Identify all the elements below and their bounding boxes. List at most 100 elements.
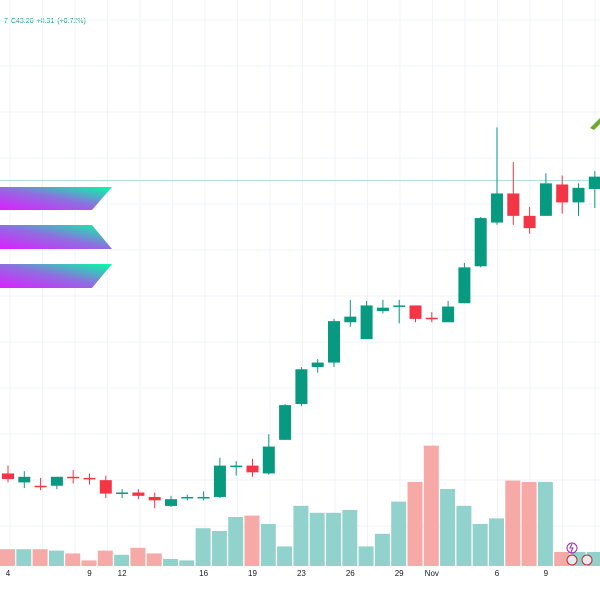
candle bbox=[148, 492, 161, 509]
volume-bar bbox=[228, 517, 244, 566]
candle-body bbox=[474, 218, 487, 267]
volume-bar bbox=[163, 559, 178, 566]
candle-body bbox=[539, 183, 552, 216]
candle-body bbox=[262, 446, 275, 474]
volume-bar bbox=[309, 512, 325, 566]
volume-bar bbox=[97, 550, 113, 566]
candle bbox=[344, 299, 357, 327]
candle bbox=[588, 171, 600, 208]
candle bbox=[360, 300, 373, 340]
us-flag-event-icon-2[interactable] bbox=[581, 554, 593, 566]
candle-body bbox=[99, 480, 112, 494]
change-percent: (+0.72%) bbox=[57, 18, 86, 25]
x-tick-label: 19 bbox=[248, 569, 257, 578]
candle bbox=[474, 216, 487, 268]
volume-bar bbox=[48, 550, 64, 566]
candle bbox=[2, 465, 14, 483]
x-tick-label: 29 bbox=[395, 569, 404, 578]
x-tick-label: 16 bbox=[199, 569, 208, 578]
ohlc-header: 7 C43.26 +0.31 (+0.72%) bbox=[4, 18, 89, 25]
volume-bar bbox=[456, 505, 472, 566]
candle-body bbox=[165, 499, 177, 506]
volume-bar bbox=[277, 546, 293, 566]
candle bbox=[523, 206, 536, 234]
candle-body bbox=[197, 496, 210, 499]
volume-bar bbox=[554, 552, 570, 566]
volume-bar bbox=[374, 533, 390, 566]
volume-bar bbox=[146, 553, 162, 566]
candle-body bbox=[523, 215, 536, 229]
volume-bar bbox=[130, 547, 146, 566]
candle bbox=[572, 183, 585, 216]
us-flag-event-icon[interactable] bbox=[566, 554, 578, 566]
candle bbox=[507, 162, 520, 225]
candle bbox=[34, 477, 47, 491]
volume-bars bbox=[0, 445, 600, 566]
candle-body bbox=[34, 485, 47, 488]
candle bbox=[67, 470, 80, 484]
candle-body bbox=[588, 176, 600, 189]
candle-body bbox=[507, 193, 520, 216]
candle bbox=[556, 175, 569, 214]
candle-body bbox=[181, 496, 194, 499]
projection-arrow-icon bbox=[590, 118, 600, 130]
candle-body bbox=[442, 306, 455, 323]
candle-body bbox=[67, 476, 80, 479]
candle bbox=[230, 461, 243, 476]
volume-bar bbox=[521, 482, 537, 566]
candle-body bbox=[116, 492, 129, 494]
volume-bar bbox=[423, 445, 439, 566]
candles bbox=[2, 127, 600, 509]
candle bbox=[442, 300, 455, 323]
candle-body bbox=[279, 405, 292, 440]
lightning-event-icon[interactable] bbox=[566, 542, 578, 554]
grid bbox=[0, 0, 600, 566]
candle bbox=[132, 489, 145, 500]
x-tick-label: Nov bbox=[425, 569, 439, 578]
candle bbox=[539, 173, 552, 216]
volume-bar bbox=[32, 549, 48, 566]
x-tick-label: 12 bbox=[118, 569, 127, 578]
candle bbox=[213, 457, 226, 499]
candle-body bbox=[213, 465, 226, 497]
candle-body bbox=[572, 187, 585, 203]
candle bbox=[409, 305, 422, 323]
candle bbox=[181, 494, 194, 501]
candle bbox=[99, 475, 112, 499]
volume-bar bbox=[211, 531, 227, 566]
candle-body bbox=[230, 465, 243, 468]
volume-bar bbox=[195, 528, 211, 566]
candle bbox=[18, 471, 31, 488]
close-value: 43.26 bbox=[15, 18, 34, 25]
volume-bar bbox=[260, 524, 276, 566]
candle bbox=[50, 476, 63, 490]
volume-bar bbox=[179, 560, 195, 566]
volume-bar bbox=[358, 546, 374, 566]
candle bbox=[311, 359, 324, 373]
volume-bar bbox=[0, 549, 15, 566]
candle-body bbox=[393, 305, 406, 307]
volume-bar bbox=[440, 489, 456, 566]
volume-bar bbox=[81, 560, 97, 566]
x-tick-label: 23 bbox=[297, 569, 306, 578]
candle-body bbox=[246, 465, 259, 473]
candle-body bbox=[132, 492, 145, 496]
candle bbox=[295, 367, 308, 407]
volume-bar bbox=[391, 501, 407, 566]
volume-bar bbox=[472, 524, 488, 566]
candle bbox=[197, 491, 210, 501]
volume-bar bbox=[114, 554, 130, 566]
candle-body bbox=[328, 321, 340, 363]
candle-body bbox=[2, 473, 14, 480]
candle-body bbox=[556, 184, 569, 203]
candle bbox=[376, 299, 389, 314]
x-tick-label: 9 bbox=[544, 569, 549, 578]
candle-body bbox=[50, 476, 63, 486]
candle-body bbox=[18, 476, 31, 483]
volume-bar bbox=[65, 553, 81, 566]
volume-bar bbox=[505, 480, 521, 566]
candle bbox=[279, 404, 292, 440]
x-tick-label: 26 bbox=[346, 569, 355, 578]
candle-body bbox=[409, 305, 422, 319]
